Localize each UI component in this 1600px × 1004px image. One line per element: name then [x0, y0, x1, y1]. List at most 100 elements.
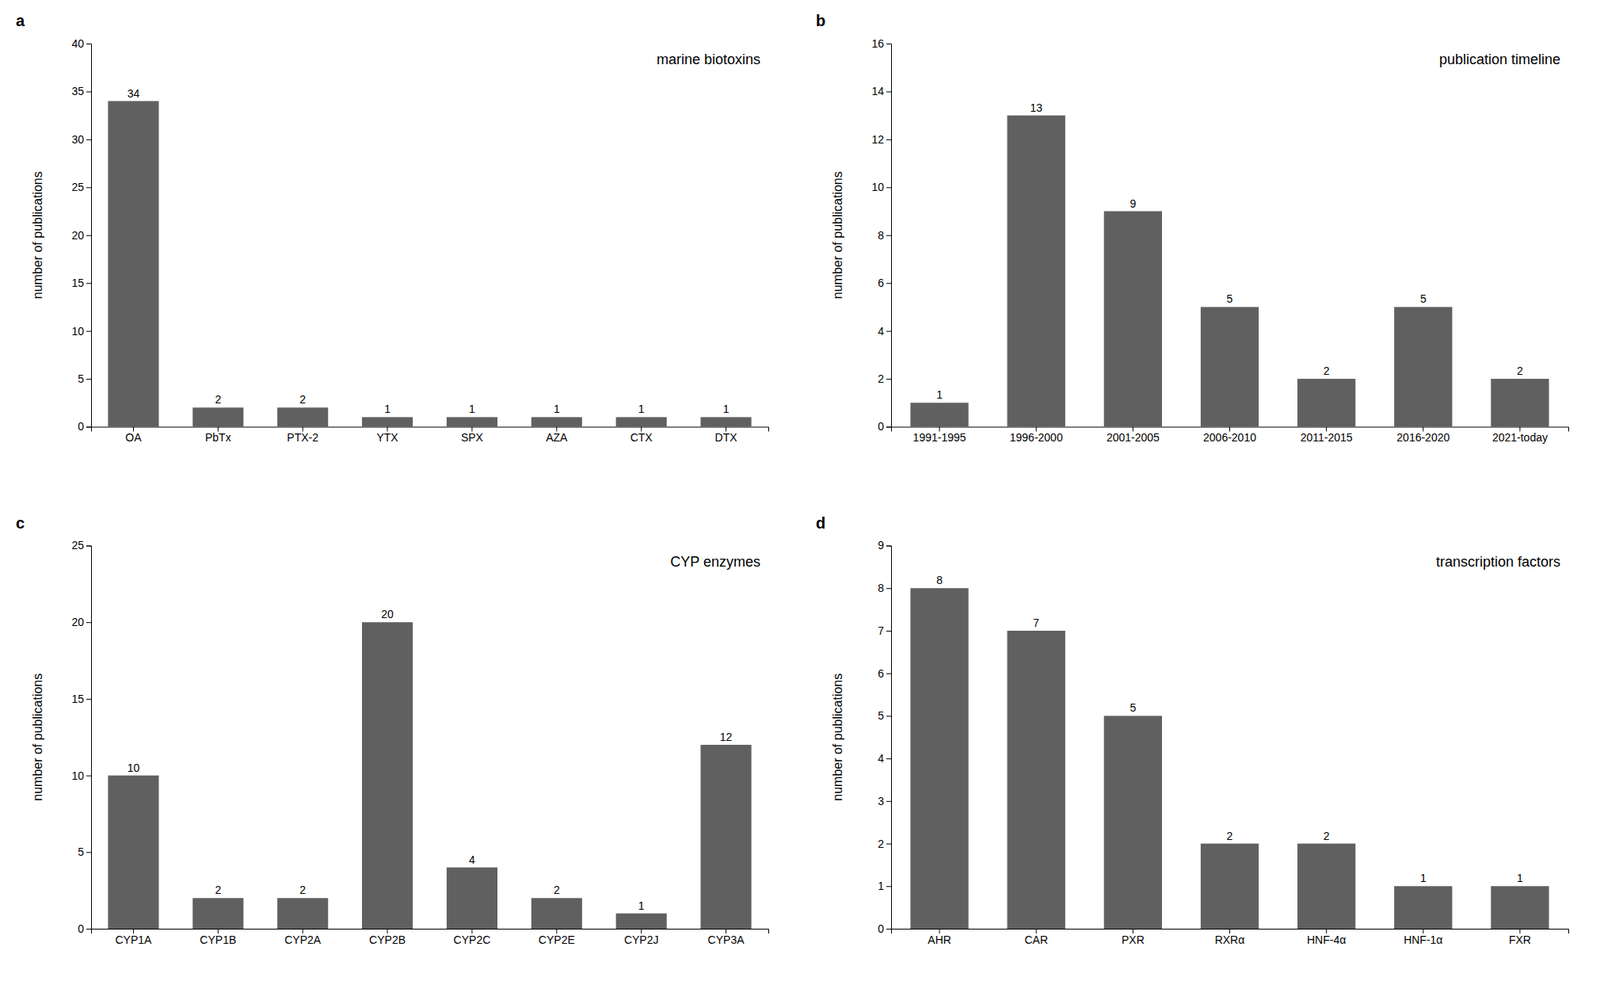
y-tick-mark [86, 43, 92, 45]
x-tick-label: CYP1A [114, 933, 153, 946]
data-labels: 8752211 [936, 573, 1524, 884]
y-tick: 4 [877, 324, 892, 338]
bar [1200, 843, 1259, 929]
bar [910, 402, 968, 427]
data-label: 2 [299, 883, 306, 896]
y-axis-title: number of publications [30, 171, 45, 299]
bar [531, 897, 583, 929]
y-tick-label: 8 [877, 228, 884, 242]
x-tick-label: SPX [460, 430, 484, 444]
y-tick-label: 0 [77, 921, 84, 935]
y-tick-label: 40 [71, 37, 84, 50]
y-tick-mark [886, 426, 892, 428]
y-tick: 12 [871, 133, 892, 146]
x-tick: HNF-4α [1306, 928, 1346, 946]
y-tick-label: 0 [77, 419, 84, 433]
bar [361, 416, 413, 427]
y-tick-mark [886, 331, 892, 332]
x-tick: YTX [376, 426, 399, 445]
x-tick: PbTx [205, 426, 232, 445]
y-tick: 10 [71, 769, 92, 782]
y-tick-mark [886, 186, 892, 188]
bar [1007, 630, 1066, 929]
x-tick-label: 2016-2020 [1396, 430, 1450, 444]
x-tick: CYP2E [538, 928, 576, 946]
panel: 0510152025CYP1ACYP1BCYP2ACYP2BCYP2CCYP2E… [15, 514, 770, 946]
bar [192, 897, 244, 929]
annotation: transcription factors [1436, 553, 1561, 570]
x-tick: DTX [715, 426, 739, 445]
x-tick: RXRα [1215, 928, 1246, 946]
y-tick-label: 14 [871, 84, 884, 98]
x-tick: HNF-1α [1403, 928, 1443, 946]
x-tick: PXR [1121, 928, 1145, 946]
y-tick: 25 [71, 538, 92, 552]
y-tick-label: 6 [877, 276, 884, 290]
x-tick: CAR [1024, 928, 1048, 946]
data-label: 8 [936, 573, 943, 587]
data-label: 2 [299, 392, 306, 406]
y-tick-mark [86, 378, 92, 380]
y-axis: 0510152025 [71, 538, 92, 935]
y-tick-label: 5 [77, 845, 84, 858]
y-tick-mark [86, 698, 92, 700]
data-label: 9 [1129, 197, 1136, 210]
y-tick: 35 [71, 84, 92, 98]
x-tick: FXR [1508, 928, 1532, 946]
data-label: 1 [384, 402, 391, 416]
y-tick-mark [86, 139, 92, 141]
data-label: 20 [380, 607, 394, 621]
data-labels: 11395252 [936, 101, 1524, 402]
data-label: 1 [1420, 871, 1427, 884]
x-tick-label: PXR [1121, 933, 1145, 946]
y-tick: 0 [877, 419, 892, 433]
data-label: 7 [1032, 616, 1040, 629]
y-axis-line [886, 44, 892, 428]
data-label: 2 [1323, 364, 1330, 378]
y-tick: 2 [877, 372, 892, 385]
panel-label: c [15, 514, 25, 532]
panel-label: a [15, 11, 26, 30]
x-tick-label: CAR [1024, 933, 1048, 946]
y-tick-label: 6 [877, 666, 884, 680]
y-tick-mark [86, 235, 92, 237]
y-tick-label: 0 [877, 419, 884, 433]
x-tick-label: CYP2A [284, 933, 322, 946]
x-tick-label: PTX-2 [286, 430, 319, 444]
y-tick-label: 12 [871, 133, 884, 146]
data-labels: 10222042112 [127, 607, 733, 911]
figure: 0510152025303540OAPbTxPTX-2YTXSPXAZACTXD… [0, 0, 1600, 1004]
x-tick-label: AZA [545, 430, 568, 444]
y-tick-label: 25 [71, 538, 84, 552]
y-tick: 7 [877, 624, 892, 637]
y-axis: 0123456789 [877, 538, 892, 935]
y-tick-label: 35 [71, 84, 84, 98]
y-tick-mark [886, 800, 892, 802]
bars [910, 115, 1549, 427]
bar [277, 407, 328, 427]
bar [1007, 115, 1066, 427]
y-axis-title: number of publications [30, 673, 45, 801]
x-tick-label: CYP3A [708, 933, 746, 946]
y-axis-title: number of publications [830, 171, 845, 299]
x-tick: CYP2C [453, 928, 492, 946]
bar [192, 407, 244, 427]
x-tick: SPX [460, 426, 484, 445]
y-tick-mark [886, 139, 892, 141]
x-axis: OAPbTxPTX-2YTXSPXAZACTXDTX [91, 426, 770, 445]
y-tick-mark [86, 928, 92, 930]
data-label: 2 [214, 392, 221, 406]
y-axis-title: number of publications [830, 673, 845, 801]
y-axis: 0510152025303540 [71, 37, 92, 433]
annotation: marine biotoxins [656, 51, 761, 68]
y-tick: 25 [71, 180, 92, 194]
x-tick: AHR [927, 928, 952, 946]
y-tick-mark [86, 282, 92, 284]
y-tick: 0 [77, 419, 92, 433]
data-label: 5 [1129, 700, 1136, 714]
x-axis: AHR CAR PXR RXRα HNF-4α HNF-1α FXR [891, 928, 1570, 946]
bar [1104, 211, 1162, 427]
x-axis-line [91, 426, 770, 432]
panel-label: b [815, 11, 826, 30]
x-tick: 2011-2015 [1300, 426, 1353, 445]
